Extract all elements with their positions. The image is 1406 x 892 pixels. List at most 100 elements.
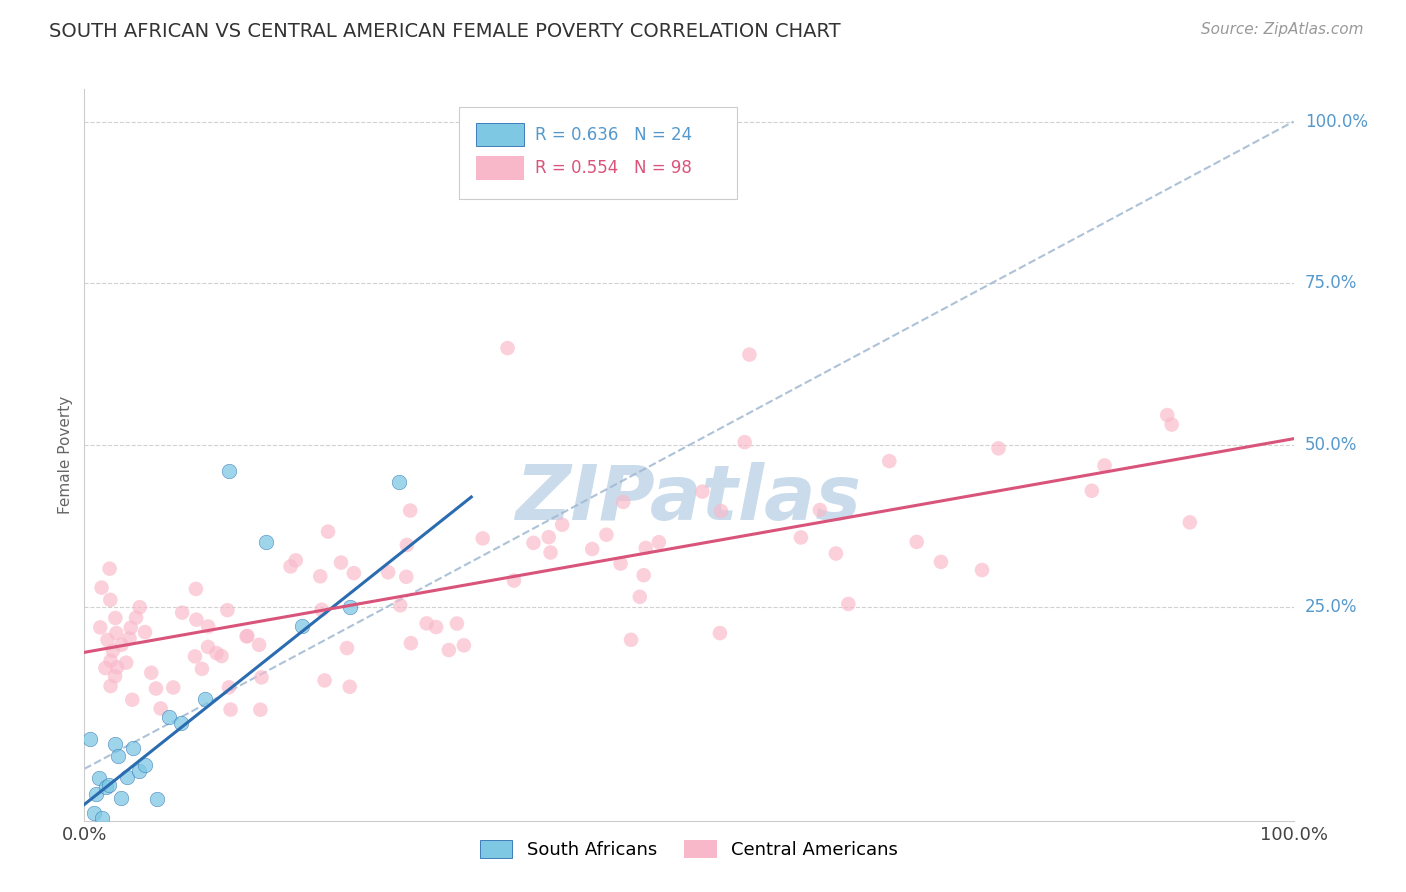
Point xyxy=(98,562,121,576)
Point xyxy=(170,716,193,731)
Point xyxy=(96,632,118,647)
Point xyxy=(330,556,353,570)
Point xyxy=(540,545,562,559)
Text: 100.0%: 100.0% xyxy=(1305,112,1368,130)
Point xyxy=(709,626,731,640)
Point xyxy=(197,640,219,654)
Point xyxy=(339,680,361,694)
Point xyxy=(146,791,169,805)
Point xyxy=(389,599,412,613)
Point xyxy=(291,619,314,633)
Point xyxy=(314,673,336,688)
Point xyxy=(107,749,129,764)
Point xyxy=(537,530,560,544)
Point xyxy=(83,806,105,821)
Point xyxy=(104,737,127,751)
Point xyxy=(250,670,273,684)
Point xyxy=(121,741,143,756)
Y-axis label: Female Poverty: Female Poverty xyxy=(58,396,73,514)
Text: SOUTH AFRICAN VS CENTRAL AMERICAN FEMALE POVERTY CORRELATION CHART: SOUTH AFRICAN VS CENTRAL AMERICAN FEMALE… xyxy=(49,22,841,41)
Point xyxy=(648,535,671,549)
Point xyxy=(247,638,270,652)
Point xyxy=(79,732,101,747)
Point xyxy=(929,555,952,569)
Point xyxy=(125,610,148,624)
Point xyxy=(100,654,122,668)
Point xyxy=(141,665,163,680)
Point xyxy=(186,613,208,627)
FancyBboxPatch shape xyxy=(460,108,737,199)
Point xyxy=(104,611,127,625)
Point xyxy=(1081,483,1104,498)
Point xyxy=(205,646,228,660)
Point xyxy=(837,597,859,611)
Point xyxy=(522,536,544,550)
Point xyxy=(194,691,217,706)
Point xyxy=(184,649,207,664)
Point xyxy=(399,503,422,517)
Point xyxy=(105,660,128,674)
Point xyxy=(104,669,127,683)
Point xyxy=(236,629,259,643)
Point xyxy=(120,621,142,635)
Point xyxy=(399,636,422,650)
Point xyxy=(581,541,603,556)
Point xyxy=(339,599,361,614)
Point xyxy=(609,557,631,571)
Point xyxy=(218,464,240,478)
Point xyxy=(471,532,494,546)
Point xyxy=(121,693,143,707)
Point xyxy=(218,681,240,695)
Point xyxy=(100,838,122,853)
Point xyxy=(284,553,307,567)
Text: 50.0%: 50.0% xyxy=(1305,436,1357,454)
Point xyxy=(87,772,110,786)
Point xyxy=(710,504,733,518)
Point xyxy=(343,566,366,581)
Point xyxy=(197,619,219,633)
Point xyxy=(128,600,150,615)
Point xyxy=(110,791,132,805)
Point xyxy=(91,811,114,825)
Point xyxy=(987,442,1010,456)
Point xyxy=(280,559,302,574)
Point xyxy=(503,574,526,588)
Point xyxy=(395,538,418,552)
Point xyxy=(692,484,714,499)
Point xyxy=(496,341,519,355)
Point xyxy=(628,590,651,604)
Point xyxy=(453,638,475,652)
Legend: South Africans, Central Americans: South Africans, Central Americans xyxy=(472,833,905,866)
Point xyxy=(115,656,138,670)
Point xyxy=(634,541,657,555)
Point xyxy=(157,710,180,724)
Point xyxy=(446,616,468,631)
Point xyxy=(620,632,643,647)
Point xyxy=(94,780,117,794)
Text: 75.0%: 75.0% xyxy=(1305,275,1357,293)
Point xyxy=(101,644,124,658)
FancyBboxPatch shape xyxy=(477,123,524,146)
Point xyxy=(905,534,928,549)
Point xyxy=(595,527,617,541)
Point xyxy=(235,629,257,643)
Point xyxy=(415,616,437,631)
Text: 25.0%: 25.0% xyxy=(1305,598,1357,616)
Point xyxy=(184,582,207,596)
Point xyxy=(90,581,112,595)
Point xyxy=(790,531,813,545)
Point xyxy=(377,566,399,580)
Point xyxy=(808,503,831,517)
Text: R = 0.636   N = 24: R = 0.636 N = 24 xyxy=(536,126,693,144)
Point xyxy=(100,679,122,693)
Point xyxy=(316,524,339,539)
Point xyxy=(734,435,756,450)
Point xyxy=(86,787,108,801)
Point xyxy=(1156,408,1178,422)
Point xyxy=(211,649,233,664)
Point xyxy=(877,454,900,468)
Point xyxy=(612,495,634,509)
Point xyxy=(254,535,277,549)
Point xyxy=(149,701,172,715)
Point xyxy=(98,593,121,607)
